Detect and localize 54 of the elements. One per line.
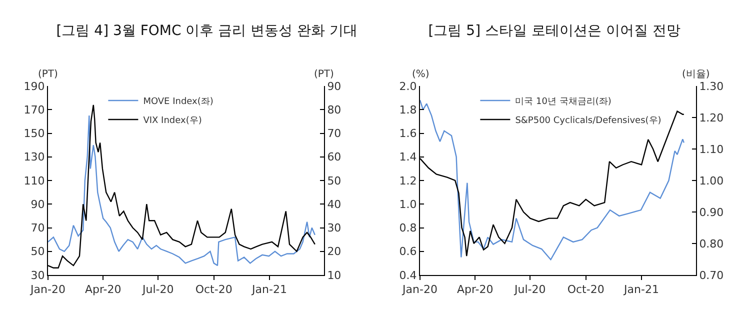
y2-tick-label: 1.00 xyxy=(699,174,724,188)
y2-tick-label: 80 xyxy=(327,103,342,116)
legend-label: MOVE Index(좌) xyxy=(143,97,214,108)
y2-axis-title: (비율) xyxy=(682,69,710,80)
y2-tick-label: 30 xyxy=(327,222,342,235)
y-tick-label: 2.0 xyxy=(399,80,417,93)
y2-tick-label: 50 xyxy=(327,174,342,188)
y-tick-label: 30 xyxy=(30,268,45,282)
legend-label: VIX Index(우) xyxy=(143,116,202,126)
x-tick-label: Jul-20 xyxy=(514,283,546,296)
y-tick-label: 130 xyxy=(24,150,45,164)
y-axis-title: (%) xyxy=(412,69,430,80)
x-tick-label: Jul-20 xyxy=(142,283,174,296)
x-tick-label: Jan-21 xyxy=(251,283,287,296)
x-tick-label: Apr-20 xyxy=(456,283,494,296)
y-tick-label: 1.6 xyxy=(399,127,417,140)
y2-axis-title: (PT) xyxy=(314,69,334,80)
legend-label: 미국 10년 국채금리(좌) xyxy=(515,97,612,108)
y-tick-label: 150 xyxy=(24,127,45,140)
y-tick-label: 90 xyxy=(30,198,45,211)
y-tick-label: 190 xyxy=(24,80,45,93)
y-tick-label: 0.8 xyxy=(399,222,417,235)
x-tick-label: Jan-20 xyxy=(30,283,66,296)
y2-tick-label: 1.20 xyxy=(699,111,724,124)
y2-tick-label: 40 xyxy=(327,198,342,211)
y-tick-label: 170 xyxy=(24,103,45,116)
y2-tick-label: 60 xyxy=(327,150,342,164)
y-tick-label: 50 xyxy=(30,245,45,258)
x-tick-label: Jan-20 xyxy=(402,283,438,296)
y-tick-label: 1.8 xyxy=(399,103,417,116)
y2-tick-label: 90 xyxy=(327,80,342,93)
x-tick-label: Apr-20 xyxy=(84,283,122,296)
y-axis-title: (PT) xyxy=(38,69,58,80)
y2-tick-label: 20 xyxy=(327,245,342,258)
y-tick-label: 0.6 xyxy=(399,245,417,258)
y-tick-label: 110 xyxy=(24,174,45,188)
y-tick-label: 1.4 xyxy=(399,150,417,164)
y2-tick-label: 1.30 xyxy=(699,80,724,93)
legend-label: S&P500 Cyclicals/Defensives(우) xyxy=(515,116,662,126)
y2-tick-label: 0.70 xyxy=(699,268,724,282)
y-tick-label: 1.0 xyxy=(399,198,417,211)
chart-title: [그림 5] 스타일 로테이션은 이어질 전망 xyxy=(428,23,680,40)
y2-tick-label: 70 xyxy=(327,127,342,140)
x-tick-label: Oct-20 xyxy=(195,283,232,296)
x-tick-label: Oct-20 xyxy=(567,283,604,296)
y2-tick-label: 1.10 xyxy=(699,142,724,156)
y-tick-label: 0.4 xyxy=(399,268,417,282)
y2-tick-label: 10 xyxy=(327,268,342,282)
x-tick-label: Jan-21 xyxy=(623,283,659,296)
y-tick-label: 1.2 xyxy=(399,174,417,188)
chart-title: [그림 4] 3월 FOMC 이후 금리 변동성 완화 기대 xyxy=(56,23,358,40)
y2-tick-label: 0.90 xyxy=(699,206,724,219)
y2-tick-label: 0.80 xyxy=(699,237,724,250)
y-tick-label: 70 xyxy=(30,222,45,235)
